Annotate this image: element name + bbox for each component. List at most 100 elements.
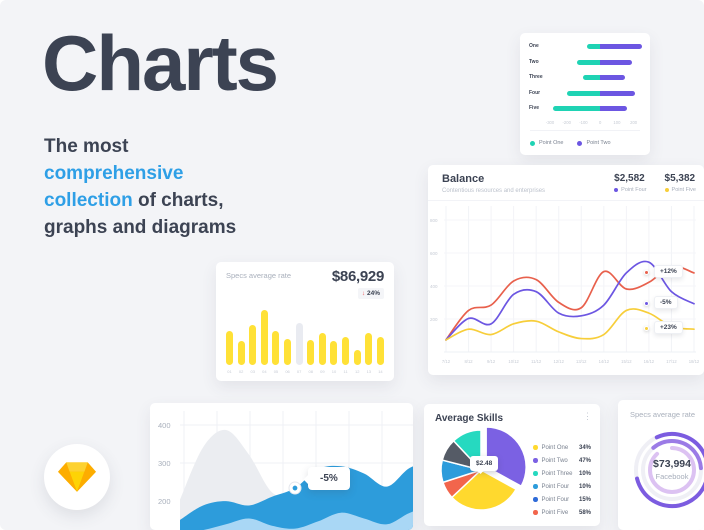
stat-point-five: $5,382 Point Five [664, 173, 696, 193]
stat-value: $2,582 [614, 173, 645, 184]
annotation-dot [644, 269, 649, 275]
legend-value: 10% [578, 483, 591, 490]
annotation-dot [644, 300, 649, 306]
bar [295, 322, 303, 365]
page-title: Charts [42, 19, 279, 107]
legend-item: Point One 34% [533, 441, 591, 454]
legend-dot [533, 471, 538, 476]
legend-item: Point One [530, 140, 563, 146]
legend-label: Point Five [541, 509, 569, 516]
annotation-badge: -5% [654, 295, 678, 309]
donut-card: Specs average rate $73,994 Facebook [618, 400, 704, 530]
bar-label: 06 [285, 369, 290, 374]
bar-label: 05 [273, 369, 279, 374]
bar-segment [600, 75, 626, 80]
balance-header: Balance Contentious resources and enterp… [428, 165, 704, 201]
x-tick-label: -200 [562, 120, 571, 125]
svg-text:18/12: 18/12 [689, 359, 700, 364]
change-badge: ↓ 24% [357, 288, 384, 299]
x-tick-label: 0 [599, 120, 602, 125]
tornado-chart-card: One Two Three Four Five -300 -200 -100 0 100 200 P… [520, 33, 650, 155]
svg-text:10/12: 10/12 [508, 359, 519, 364]
svg-text:9/12: 9/12 [487, 359, 496, 364]
bar-segment [553, 106, 601, 111]
arrow-down-icon: ↓ [361, 290, 366, 297]
svg-text:800: 800 [430, 218, 438, 223]
balance-line-chart: 800 600 400 200 7/12 8/12 9/12 10/12 11/12 12/12 1… [430, 206, 700, 364]
legend-item: Point Five 58% [533, 506, 591, 519]
bar-label: 07 [296, 369, 302, 374]
annotation-badge: +23% [654, 321, 683, 335]
area-chart: 400 300 200 [158, 411, 413, 530]
legend-label: Point Two [586, 140, 611, 146]
x-tick-label: -300 [545, 120, 555, 125]
bar [330, 341, 338, 365]
svg-text:17/12: 17/12 [666, 359, 677, 364]
legend-label: Point Two [541, 457, 568, 464]
bar [318, 332, 326, 365]
bar-label: 08 [308, 369, 313, 374]
skills-title: Average Skills [435, 413, 504, 424]
category-label: One [529, 43, 539, 49]
legend-value: 47% [578, 457, 591, 464]
bar [376, 337, 384, 365]
bar-label: 10 [331, 369, 337, 374]
legend-dot [533, 497, 538, 502]
sketch-logo-badge[interactable] [44, 444, 110, 510]
bar [284, 338, 292, 365]
svg-text:14/12: 14/12 [599, 359, 610, 364]
stat-point-four: $2,582 Point Four [614, 173, 647, 193]
legend-value: 58% [578, 509, 591, 516]
page-tagline: The most comprehensive collection of cha… [44, 133, 272, 241]
kebab-menu-icon[interactable]: ⋮ [583, 411, 592, 421]
bars-card-value: $86,929 [331, 268, 384, 285]
pie-chart [440, 426, 527, 511]
tornado-chart: One Two Three Four Five -300 -200 -100 0 100 200 [520, 33, 650, 129]
x-tick-label: -100 [579, 120, 588, 125]
legend-dot [614, 188, 619, 192]
svg-text:13/12: 13/12 [576, 359, 587, 364]
legend-value: 15% [578, 496, 591, 503]
svg-text:15/12: 15/12 [621, 359, 632, 364]
stat-label: Point Five [664, 187, 696, 193]
legend-dot [533, 445, 538, 450]
legend-dot [577, 140, 583, 146]
specs-bars-card: Specs average rate $86,929 ↓ 24% 01 02 03 0… [216, 262, 394, 381]
balance-stats: $2,582 Point Four $5,382 Point Five [614, 173, 696, 193]
category-label: Two [529, 58, 539, 65]
bar-segment [576, 59, 601, 65]
x-tick-label: 100 [613, 120, 621, 125]
balance-title: Balance [442, 173, 485, 185]
legend-item: Point Three 10% [533, 467, 591, 480]
pie-slice [485, 426, 527, 488]
bar-label: 12 [354, 369, 360, 374]
bar-chart [226, 303, 384, 365]
legend-label: Point Four [541, 496, 570, 503]
bar-label: 14 [378, 369, 383, 374]
bar-label: 03 [250, 369, 255, 374]
legend-dot [533, 458, 538, 463]
legend-dot [533, 484, 538, 489]
svg-text:600: 600 [430, 251, 438, 256]
area-chart-card: 400 300 200 -5% [150, 403, 413, 530]
svg-text:16/12: 16/12 [644, 359, 655, 364]
stat-label: Point Four [614, 187, 647, 193]
category-label: Four [529, 89, 541, 96]
bar [237, 341, 245, 365]
legend-label: Point One [541, 444, 569, 451]
bar-segment [600, 106, 627, 111]
donut-value: $73,994 [653, 458, 691, 470]
bar [260, 310, 268, 365]
legend-value: 10% [578, 470, 591, 477]
legend-item: Point Four 10% [533, 480, 591, 493]
bar [365, 332, 373, 365]
svg-text:400: 400 [430, 284, 438, 289]
bar-label: 01 [227, 369, 232, 374]
donut-chart [634, 432, 704, 508]
bar [353, 349, 361, 365]
bar-segment [586, 44, 601, 49]
bar [226, 330, 233, 365]
category-label: Three [529, 74, 543, 80]
bar-label: 04 [262, 369, 267, 374]
average-skills-card: Average Skills ⋮ $2.48 Point One 34% Point… [424, 404, 600, 526]
